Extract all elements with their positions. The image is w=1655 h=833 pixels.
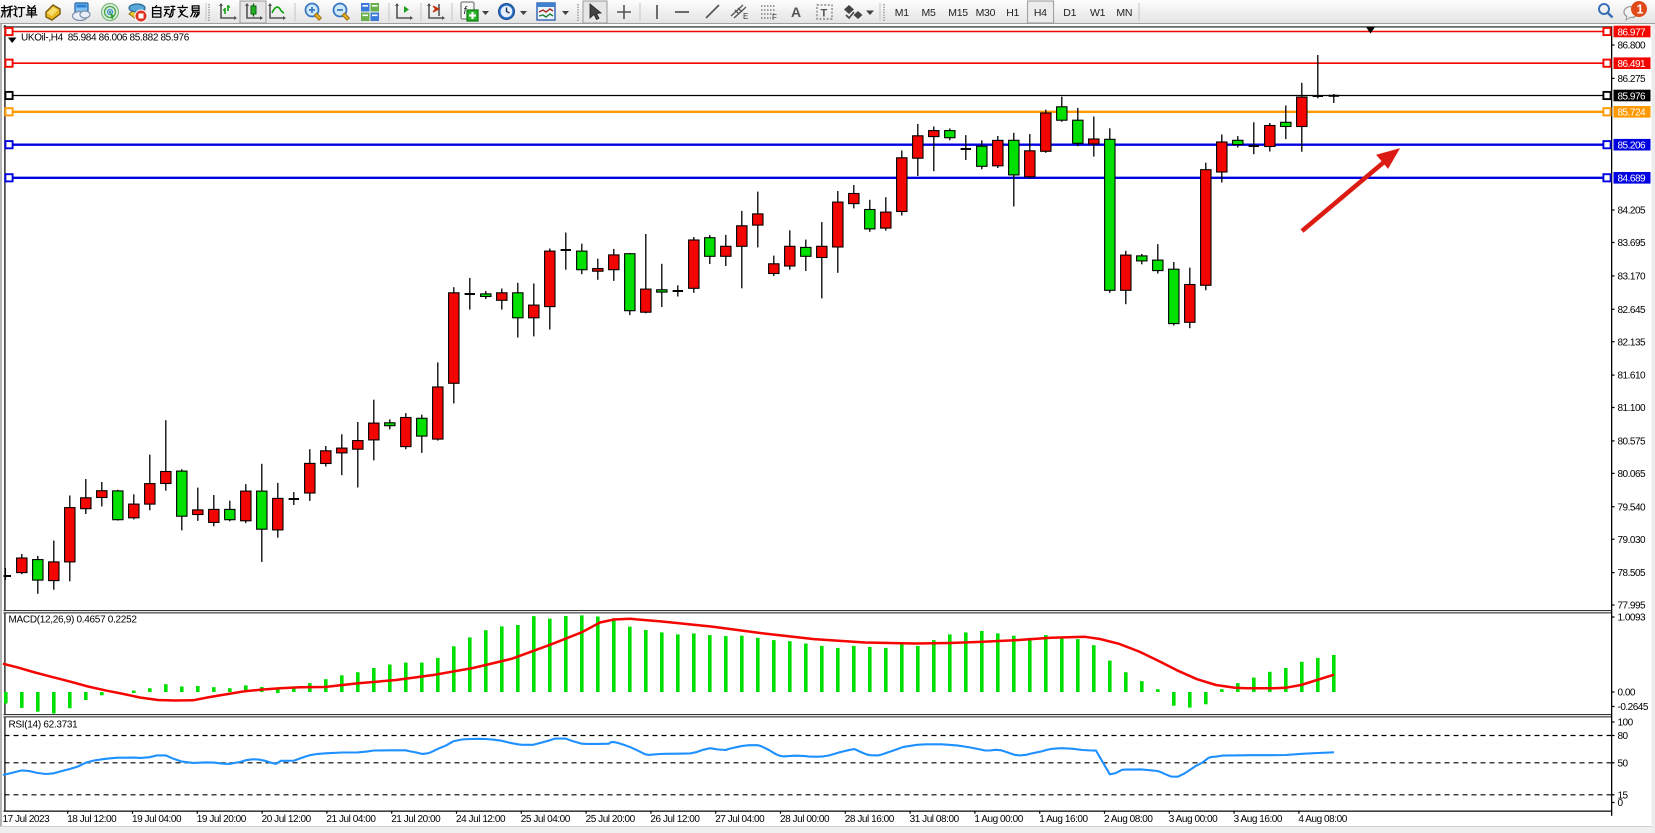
svg-text:1: 1 — [1637, 3, 1644, 17]
svg-text:3 Aug 00:00: 3 Aug 00:00 — [1169, 814, 1218, 825]
svg-text:M5: M5 — [922, 7, 936, 19]
svg-text:28 Jul 16:00: 28 Jul 16:00 — [845, 814, 895, 825]
svg-text:0: 0 — [1618, 798, 1624, 809]
svg-text:21 Jul 20:00: 21 Jul 20:00 — [391, 814, 441, 825]
svg-text:H4: H4 — [1034, 7, 1047, 19]
svg-text:17 Jul 2023: 17 Jul 2023 — [3, 814, 51, 825]
svg-text:2 Aug 08:00: 2 Aug 08:00 — [1104, 814, 1153, 825]
svg-text:T: T — [821, 8, 828, 20]
svg-text:85.976: 85.976 — [1618, 91, 1647, 102]
svg-text:25 Jul 20:00: 25 Jul 20:00 — [586, 814, 636, 825]
svg-text:E: E — [743, 12, 748, 21]
svg-text:1 Aug 00:00: 1 Aug 00:00 — [974, 814, 1023, 825]
svg-text:78.505: 78.505 — [1618, 568, 1647, 579]
svg-text:81.610: 81.610 — [1618, 371, 1647, 382]
svg-text:82.135: 82.135 — [1618, 337, 1647, 348]
svg-text:80: 80 — [1618, 731, 1629, 742]
svg-text:0.00: 0.00 — [1618, 688, 1636, 699]
svg-text:84.205: 84.205 — [1618, 206, 1647, 217]
svg-text:83.695: 83.695 — [1618, 238, 1647, 249]
svg-text:82.645: 82.645 — [1618, 305, 1647, 316]
svg-text:100: 100 — [1618, 718, 1634, 729]
svg-text:MACD(12,26,9) 0.4657 0.2252: MACD(12,26,9) 0.4657 0.2252 — [9, 615, 138, 626]
svg-text:77.995: 77.995 — [1618, 601, 1647, 612]
svg-text:RSI(14) 62.3731: RSI(14) 62.3731 — [9, 720, 79, 731]
svg-text:79.030: 79.030 — [1618, 535, 1647, 546]
svg-text:50: 50 — [1618, 758, 1629, 769]
svg-text:85.206: 85.206 — [1618, 141, 1647, 152]
svg-text:26 Jul 12:00: 26 Jul 12:00 — [650, 814, 700, 825]
svg-text:UKOil-,H4 85.984 86.006 85.88: UKOil-,H4 85.984 86.006 85.882 85.976 — [21, 33, 190, 44]
svg-text:18 Jul 12:00: 18 Jul 12:00 — [67, 814, 117, 825]
svg-text:F: F — [772, 13, 777, 22]
svg-text:25 Jul 04:00: 25 Jul 04:00 — [521, 814, 571, 825]
svg-text:85.724: 85.724 — [1618, 108, 1647, 119]
svg-text:1 Aug 16:00: 1 Aug 16:00 — [1039, 814, 1088, 825]
svg-text:27 Jul 04:00: 27 Jul 04:00 — [715, 814, 765, 825]
svg-text:D1: D1 — [1063, 7, 1076, 19]
svg-text:21 Jul 04:00: 21 Jul 04:00 — [326, 814, 376, 825]
svg-text:83.170: 83.170 — [1618, 272, 1647, 283]
svg-text:W1: W1 — [1090, 7, 1106, 19]
svg-text:4 Aug 08:00: 4 Aug 08:00 — [1298, 814, 1347, 825]
svg-text:79.540: 79.540 — [1618, 502, 1647, 513]
svg-text:28 Jul 00:00: 28 Jul 00:00 — [780, 814, 830, 825]
svg-text:-0.2645: -0.2645 — [1618, 702, 1649, 713]
svg-text:19 Jul 20:00: 19 Jul 20:00 — [197, 814, 247, 825]
svg-text:1.0093: 1.0093 — [1618, 613, 1647, 624]
svg-text:M30: M30 — [976, 7, 996, 19]
svg-text:MN: MN — [1116, 7, 1132, 19]
svg-text:80.575: 80.575 — [1618, 437, 1647, 448]
svg-text:84.689: 84.689 — [1618, 174, 1647, 185]
svg-text:86.491: 86.491 — [1618, 59, 1647, 70]
svg-text:15: 15 — [1618, 790, 1629, 801]
svg-text:86.800: 86.800 — [1618, 41, 1647, 52]
svg-text:19 Jul 04:00: 19 Jul 04:00 — [132, 814, 182, 825]
svg-text:31 Jul 08:00: 31 Jul 08:00 — [910, 814, 960, 825]
svg-text:81.100: 81.100 — [1618, 403, 1647, 414]
svg-text:20 Jul 12:00: 20 Jul 12:00 — [262, 814, 312, 825]
svg-text:A: A — [791, 4, 801, 20]
svg-text:M15: M15 — [948, 7, 968, 19]
svg-text:H1: H1 — [1006, 7, 1019, 19]
svg-text:f: f — [464, 5, 468, 17]
svg-text:86.275: 86.275 — [1618, 74, 1647, 85]
svg-text:80.065: 80.065 — [1618, 469, 1647, 480]
svg-text:M1: M1 — [895, 7, 909, 19]
svg-text:3 Aug 16:00: 3 Aug 16:00 — [1234, 814, 1283, 825]
svg-text:24 Jul 12:00: 24 Jul 12:00 — [456, 814, 506, 825]
svg-text:86.977: 86.977 — [1618, 27, 1647, 38]
